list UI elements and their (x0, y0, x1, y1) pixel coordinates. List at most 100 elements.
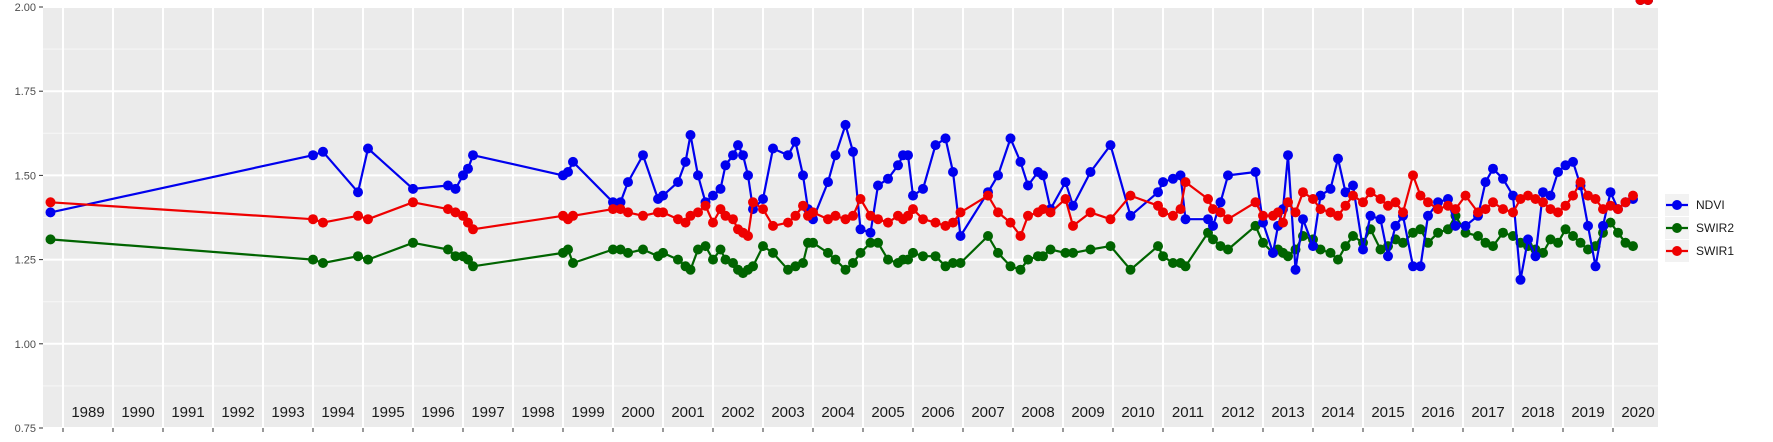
data-point-swir1 (615, 204, 626, 215)
data-point-ndvi (993, 170, 1003, 181)
data-point-ndvi (930, 140, 941, 151)
data-point-swir1 (840, 214, 851, 225)
legend-item-ndvi: NDVI (1665, 194, 1725, 216)
x-tick-label: 1996 (421, 404, 454, 421)
data-point-swir1 (1273, 207, 1283, 218)
y-axis: 0.75 1.00 1.25 1.50 1.75 2.00 (15, 2, 43, 435)
data-point-ndvi (1005, 133, 1016, 144)
data-point-swir2 (1398, 237, 1408, 248)
data-point-ndvi (693, 170, 703, 181)
data-point-ndvi (1290, 264, 1301, 275)
data-point-swir1 (948, 217, 958, 228)
data-point-ndvi (1390, 220, 1401, 231)
data-point-swir2 (615, 244, 626, 255)
legend-item-swir2: SWIR2 (1665, 217, 1734, 239)
data-point-swir2 (1498, 227, 1508, 238)
series-ndvi (45, 0, 1653, 285)
x-tick-label: 1992 (221, 404, 254, 421)
data-point-swir1 (1560, 200, 1571, 211)
data-point-ndvi (1068, 200, 1078, 211)
data-point-ndvi (1523, 234, 1533, 245)
data-point-swir2 (658, 247, 668, 258)
data-point-swir1 (1383, 200, 1393, 211)
x-tick-label: 1991 (171, 404, 204, 421)
data-point-swir1 (1545, 204, 1556, 215)
data-point-swir1 (1568, 190, 1578, 201)
data-point-ndvi (743, 170, 753, 181)
data-point-swir1 (848, 210, 858, 221)
data-point-ndvi (408, 183, 418, 194)
data-point-swir2 (1158, 251, 1168, 262)
data-point-ndvi (1365, 210, 1376, 221)
data-point-ndvi (1348, 180, 1358, 191)
data-point-swir2 (450, 251, 461, 262)
data-point-ndvi (568, 156, 578, 167)
data-point-swir1 (728, 214, 738, 225)
data-point-swir1 (1538, 197, 1548, 208)
data-point-swir2 (1250, 220, 1261, 231)
data-point-swir2 (930, 251, 941, 262)
data-point-swir1 (1348, 190, 1358, 201)
data-point-swir1 (1250, 197, 1261, 208)
data-point-ndvi (720, 160, 731, 171)
data-point-swir2 (1168, 258, 1178, 268)
data-point-swir2 (808, 237, 818, 248)
y-tick-label: 0.75 (15, 423, 36, 435)
data-point-ndvi (1408, 261, 1418, 272)
legend-label: SWIR2 (1696, 221, 1734, 235)
data-point-swir2 (1315, 244, 1326, 255)
data-point-swir1 (1125, 190, 1136, 201)
data-point-swir2 (855, 247, 866, 258)
data-point-swir2 (748, 261, 758, 272)
data-point-ndvi (1460, 220, 1471, 231)
data-point-ndvi (1340, 187, 1351, 198)
data-point-ndvi (1498, 173, 1508, 184)
data-point-swir1 (758, 204, 768, 215)
x-tick-label: 1997 (471, 404, 504, 421)
data-point-swir1 (748, 197, 758, 208)
data-point-ndvi (758, 194, 768, 204)
data-point-ndvi (1423, 210, 1433, 221)
data-point-swir2 (908, 247, 918, 258)
data-point-swir2 (1085, 244, 1096, 255)
data-point-swir2 (1443, 224, 1453, 235)
data-point-ndvi (1583, 220, 1593, 231)
y-tick-label: 1.25 (15, 255, 36, 267)
data-point-ndvi (1508, 190, 1518, 201)
data-point-swir2 (308, 254, 318, 265)
data-point-ndvi (1215, 197, 1226, 208)
data-point-swir2 (1568, 231, 1578, 241)
data-point-swir1 (1523, 190, 1533, 201)
data-point-ndvi (1545, 190, 1556, 201)
data-point-swir1 (1015, 231, 1026, 241)
data-point-swir2 (318, 258, 328, 268)
data-point-ndvi (790, 136, 801, 147)
data-point-swir1 (1408, 170, 1418, 181)
x-tick-label: 2015 (1371, 404, 1404, 421)
data-point-swir1 (318, 217, 328, 228)
data-point-swir2 (1340, 241, 1351, 252)
data-point-swir1 (1045, 207, 1056, 218)
data-point-ndvi (903, 150, 913, 161)
data-point-swir1 (1635, 0, 1646, 5)
data-point-ndvi (363, 143, 373, 154)
data-point-swir1 (1605, 200, 1616, 211)
data-point-ndvi (783, 150, 793, 161)
data-point-swir2 (715, 244, 726, 255)
data-point-swir2 (1348, 231, 1358, 241)
data-point-swir1 (1358, 197, 1368, 208)
data-point-swir1 (1450, 204, 1461, 215)
data-point-swir2 (1258, 237, 1268, 248)
data-point-swir1 (1223, 214, 1233, 225)
data-point-swir2 (443, 244, 453, 255)
data-point-swir2 (1038, 251, 1048, 262)
data-point-swir2 (1223, 244, 1233, 255)
data-point-swir1 (1415, 190, 1426, 201)
data-point-ndvi (308, 150, 318, 161)
data-point-swir2 (700, 241, 711, 252)
data-point-swir1 (983, 190, 993, 201)
data-point-swir2 (948, 258, 958, 268)
data-point-swir2 (1215, 241, 1226, 252)
x-tick-label: 2018 (1521, 404, 1554, 421)
